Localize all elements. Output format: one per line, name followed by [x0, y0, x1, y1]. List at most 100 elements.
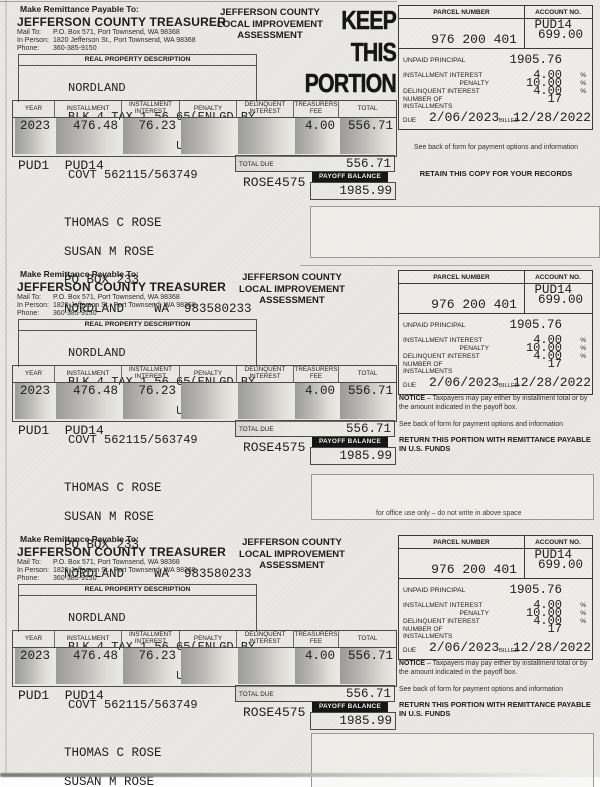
parcel-number-label: PARCEL NUMBER: [433, 274, 490, 281]
unpaid-principal-value: 1905.76: [509, 583, 562, 597]
installment-cell: 476.48: [54, 383, 121, 421]
parcel-number-label: PARCEL NUMBER: [433, 9, 490, 16]
unpaid-principal-label: UNPAID PRINCIPAL: [403, 587, 466, 594]
due-date: 2/06/2023: [429, 640, 500, 655]
office-use-caption: for office use only – do not write in ab…: [376, 510, 522, 517]
total-cell: 556.71: [338, 118, 396, 156]
percent-sign: %: [580, 353, 586, 360]
column-header: DELINQUENT INTEREST: [236, 631, 293, 647]
penalty-cell: [179, 383, 236, 421]
column-header: YEAR: [24, 634, 43, 642]
stub-return-copy-2: Make Remittance Payable To: JEFFERSON CO…: [0, 530, 600, 787]
assessment-table: YEAR INSTALLMENT INSTALLMENT INTEREST PEN…: [12, 100, 397, 157]
percent-sign: %: [580, 618, 586, 625]
year-cell: 2023: [13, 648, 54, 686]
column-header: INSTALLMENT: [54, 101, 121, 117]
title-line: JEFFERSON COUNTY: [242, 272, 342, 283]
phone-line: Phone: 360-385-9150: [17, 45, 97, 53]
title-line: ASSESSMENT: [259, 560, 325, 571]
assessment-table: YEAR INSTALLMENT INSTALLMENT INTEREST PEN…: [12, 365, 397, 422]
scan-edge-line: [0, 1, 397, 2]
delinquent-interest-value: 4.00: [533, 349, 562, 363]
payoff-balance-label: PAYOFF BALANCE: [312, 437, 388, 447]
unpaid-principal-label: UNPAID PRINCIPAL: [403, 57, 466, 64]
billed-label: BILLED: [499, 383, 519, 389]
installment-interest-value: 4.00: [533, 333, 562, 347]
table-header-row: YEAR INSTALLMENT INSTALLMENT INTEREST PEN…: [13, 631, 396, 648]
due-label: DUE: [403, 117, 417, 124]
column-header: TREASURERS FEE: [293, 366, 338, 382]
due-label: DUE: [403, 647, 417, 654]
unpaid-principal-value: 1905.76: [509, 53, 562, 67]
total-cell: 556.71: [338, 383, 396, 421]
penalty-value: 10.00: [525, 606, 562, 620]
treasurers-fee-cell: 4.00: [293, 648, 338, 686]
address-line: NORDLAND WA 983580233: [64, 301, 252, 316]
column-header: TREASURERS FEE: [293, 631, 338, 647]
installment-interest-value: 4.00: [533, 598, 562, 612]
installment-interest-cell: 76.23: [121, 648, 179, 686]
penalty-cell: [179, 118, 236, 156]
penalty-value: 10.00: [525, 341, 562, 355]
delinquent-interest-value: 4.00: [533, 614, 562, 628]
in-person-line: In Person: 1820 Jefferson St., Port Towns…: [17, 567, 196, 575]
total-due-label: TOTAL DUE: [239, 690, 274, 698]
phone-line: Phone: 360-385-9150: [17, 310, 97, 318]
panel-divider: [399, 578, 592, 579]
column-header: TREASURERS FEE: [293, 101, 338, 117]
parcel-panel: PARCEL NUMBER ACCOUNT NO. 976 200 401 PU…: [398, 535, 593, 660]
number-of-installments-label: NUMBER OF INSTALLMENTS: [403, 361, 453, 375]
delinquent-interest-cell: [236, 383, 293, 421]
contact-block: Mail To: P.O. Box 571, Port Townsend, WA …: [17, 294, 196, 319]
title-line: LOCAL IMPROVEMENT: [239, 283, 345, 295]
total-due-label: TOTAL DUE: [239, 160, 274, 168]
number-of-installments-value: 17: [547, 92, 562, 106]
total-due-value: 556.71: [345, 687, 391, 701]
total-due-value: 556.71: [345, 422, 391, 436]
payoff-balance-box: 1985.99: [310, 181, 396, 200]
title-line: ASSESSMENT: [237, 30, 303, 41]
column-header: DELINQUENT INTEREST: [236, 366, 293, 382]
column-header: INSTALLMENT: [54, 631, 121, 647]
installment-interest-cell: 76.23: [121, 383, 179, 421]
notice-paragraph: NOTICE – Taxpayers may pay either by ins…: [399, 395, 588, 411]
office-use-box: [311, 733, 594, 787]
penalty-label: PENALTY: [459, 345, 489, 352]
payoff-balance-value: 1985.99: [339, 714, 392, 728]
number-of-installments-label: NUMBER OF INSTALLMENTS: [403, 96, 453, 110]
reference-code: ROSE4575: [243, 440, 306, 455]
address-line: SUSAN M ROSE: [64, 509, 155, 524]
installment-interest-value: 4.00: [533, 68, 562, 82]
address-line: THOMAS C ROSE: [64, 216, 162, 230]
column-header: PENALTY: [179, 101, 236, 117]
scan-streak: [5, 0, 7, 776]
account-no-label: ACCOUNT NO.: [535, 274, 581, 281]
in-person-line: In Person: 1820 Jefferson St., Port Towns…: [17, 37, 196, 45]
number-of-installments-label: NUMBER OF INSTALLMENTS: [403, 626, 453, 640]
address-line: SUSAN M ROSE: [64, 244, 155, 259]
see-back-note: See back of form for payment options and…: [399, 421, 563, 428]
panel-divider: [399, 48, 592, 49]
account-no-label: ACCOUNT NO.: [535, 539, 581, 546]
installment-interest-label: INSTALLMENT INTEREST: [403, 337, 483, 344]
column-header: YEAR: [24, 369, 43, 377]
billed-date: 12/28/2022: [513, 110, 592, 125]
address-line: NORDLAND WA 983580233: [64, 566, 252, 581]
stub-return-copy: Make Remittance Payable To: JEFFERSON CO…: [0, 265, 600, 579]
column-header: TOTAL: [338, 101, 396, 117]
column-header: YEAR: [24, 104, 43, 112]
table-data-row: 2023 476.48 76.23 4.00 556.71: [13, 118, 396, 156]
delinquent-interest-value: 4.00: [533, 84, 562, 98]
panel-divider: [399, 283, 592, 284]
property-description-label: REAL PROPERTY DESCRIPTION: [19, 55, 256, 66]
payable-to-label: Make Remittance Payable To:: [20, 4, 139, 14]
percent-sign: %: [580, 72, 586, 79]
payoff-balance-box: 1985.99: [310, 711, 396, 730]
parcel-panel: PARCEL NUMBER ACCOUNT NO. 976 200 401 PU…: [398, 5, 593, 130]
parcel-number-value: 976 200 401: [431, 297, 517, 312]
billed-label: BILLED: [499, 648, 519, 654]
unpaid-principal-label: UNPAID PRINCIPAL: [403, 322, 466, 329]
property-line: NORDLAND: [68, 611, 126, 626]
total-due-label: TOTAL DUE: [239, 425, 274, 433]
